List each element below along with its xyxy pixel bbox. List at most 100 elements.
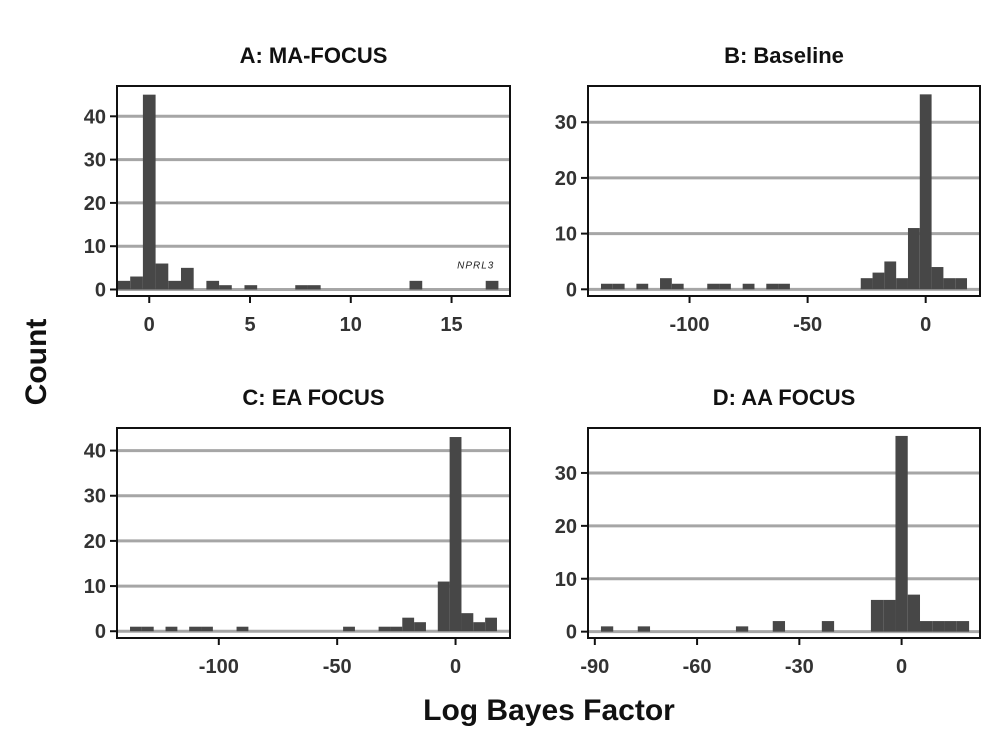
panel-title: A: MA-FOCUS bbox=[240, 43, 388, 68]
histogram-bar bbox=[735, 626, 749, 632]
histogram-bar bbox=[236, 626, 249, 632]
y-tick-label: 30 bbox=[555, 463, 577, 485]
histogram-bar bbox=[955, 278, 968, 290]
histogram-bar bbox=[165, 626, 178, 632]
histogram-bar bbox=[907, 228, 920, 290]
y-tick-label: 0 bbox=[95, 621, 106, 643]
histogram-bar bbox=[343, 626, 355, 632]
histogram-bar bbox=[141, 626, 154, 632]
x-tick-label: 0 bbox=[450, 656, 461, 678]
histogram-bar bbox=[409, 280, 423, 290]
histogram-bar bbox=[719, 283, 731, 290]
histogram-bar bbox=[485, 617, 497, 632]
histogram-bar bbox=[117, 280, 131, 290]
x-tick-label: -30 bbox=[785, 656, 814, 678]
histogram-bar bbox=[870, 599, 884, 632]
histogram-bar bbox=[612, 283, 625, 290]
panel-3: C: EA FOCUS 0 10 20 30 40 -100 -50 0 bbox=[84, 385, 511, 678]
y-tick-label: 10 bbox=[84, 576, 106, 598]
histogram-bar bbox=[895, 435, 908, 632]
histogram-bar bbox=[600, 283, 613, 290]
figure-x-axis-title: Log Bayes Factor bbox=[423, 694, 675, 727]
histogram-bar bbox=[180, 267, 194, 290]
histogram-bar bbox=[142, 94, 156, 290]
histogram-bar bbox=[244, 285, 258, 290]
histogram-bar bbox=[932, 621, 945, 632]
histogram-bar bbox=[295, 285, 308, 290]
panel-title: B: Baseline bbox=[724, 43, 844, 68]
histogram-bar bbox=[402, 617, 415, 632]
histogram-bar bbox=[390, 626, 403, 632]
histogram-bar bbox=[461, 613, 474, 632]
x-tick-label: -60 bbox=[683, 656, 712, 678]
histogram-bar bbox=[778, 283, 790, 290]
y-tick-label: 0 bbox=[566, 622, 577, 644]
x-tick-label: -90 bbox=[580, 656, 609, 678]
histogram-bar bbox=[473, 622, 486, 632]
y-tick-label: 0 bbox=[95, 280, 106, 302]
x-tick-label: 0 bbox=[144, 314, 155, 336]
x-tick-label: -50 bbox=[793, 314, 822, 336]
histogram-bar bbox=[485, 280, 499, 290]
x-tick-label: -100 bbox=[670, 314, 710, 336]
histogram-bar bbox=[378, 626, 391, 632]
y-tick-label: 10 bbox=[555, 224, 577, 246]
y-tick-label: 20 bbox=[84, 193, 106, 215]
x-tick-label: -50 bbox=[323, 656, 352, 678]
histogram-bar bbox=[206, 280, 220, 290]
y-tick-label: 30 bbox=[84, 486, 106, 508]
plot-frame bbox=[587, 85, 981, 297]
panel-1: A: MA-FOCUS 0 10 20 30 40 0 5 10 15 NPRL3 bbox=[84, 43, 511, 336]
histogram-bar bbox=[671, 283, 684, 290]
y-tick-label: 20 bbox=[555, 516, 577, 538]
y-tick-label: 30 bbox=[84, 150, 106, 172]
x-tick-label: -100 bbox=[199, 656, 239, 678]
y-tick-label: 20 bbox=[555, 168, 577, 190]
x-tick-label: 15 bbox=[440, 314, 462, 336]
x-tick-label: 0 bbox=[896, 656, 907, 678]
histogram-bar bbox=[742, 283, 755, 290]
histogram-bar bbox=[919, 94, 932, 290]
histogram-bar bbox=[920, 621, 933, 632]
histogram-bar bbox=[907, 594, 921, 632]
histogram-bar bbox=[155, 263, 169, 290]
histogram-bar bbox=[636, 283, 649, 290]
panel-title: D: AA FOCUS bbox=[713, 385, 856, 410]
histogram-bar bbox=[219, 285, 232, 290]
histogram-bar bbox=[130, 626, 142, 632]
histogram-bar bbox=[883, 599, 896, 632]
histogram-bar bbox=[168, 280, 181, 290]
y-tick-label: 40 bbox=[84, 441, 106, 463]
histogram-bar bbox=[860, 278, 873, 290]
figure-y-axis-title: Count bbox=[20, 319, 53, 406]
histogram-bar bbox=[821, 621, 835, 632]
panel-4: D: AA FOCUS 0 10 20 30 -90 -60 -30 0 bbox=[555, 385, 981, 678]
y-tick-label: 0 bbox=[566, 279, 577, 301]
y-tick-label: 10 bbox=[84, 236, 106, 258]
histogram-bar bbox=[307, 285, 321, 290]
y-tick-label: 10 bbox=[555, 569, 577, 591]
gene-annotation-label: NPRL3 bbox=[457, 260, 494, 271]
plot-frame bbox=[587, 427, 981, 639]
x-tick-label: 5 bbox=[244, 314, 255, 336]
histogram-bar bbox=[637, 626, 651, 632]
panel-2: B: Baseline 0 10 20 30 -100 -50 0 bbox=[555, 43, 981, 336]
histogram-bar bbox=[772, 621, 786, 632]
histogram-bar bbox=[956, 621, 970, 632]
histogram-bar bbox=[884, 261, 897, 290]
histogram-bar bbox=[872, 272, 885, 290]
histogram-bar bbox=[931, 267, 944, 290]
histogram-bar bbox=[201, 626, 213, 632]
histogram-bar bbox=[437, 581, 450, 632]
histogram-bar bbox=[600, 626, 614, 632]
panel-title: C: EA FOCUS bbox=[242, 385, 384, 410]
y-tick-label: 30 bbox=[555, 112, 577, 134]
histogram-bar bbox=[414, 622, 426, 632]
histogram-bar bbox=[944, 621, 957, 632]
histogram-bar bbox=[943, 278, 956, 290]
histogram-bar bbox=[660, 278, 672, 290]
x-tick-label: 10 bbox=[340, 314, 362, 336]
plot-frame bbox=[116, 427, 511, 639]
histogram-bar bbox=[130, 276, 143, 290]
